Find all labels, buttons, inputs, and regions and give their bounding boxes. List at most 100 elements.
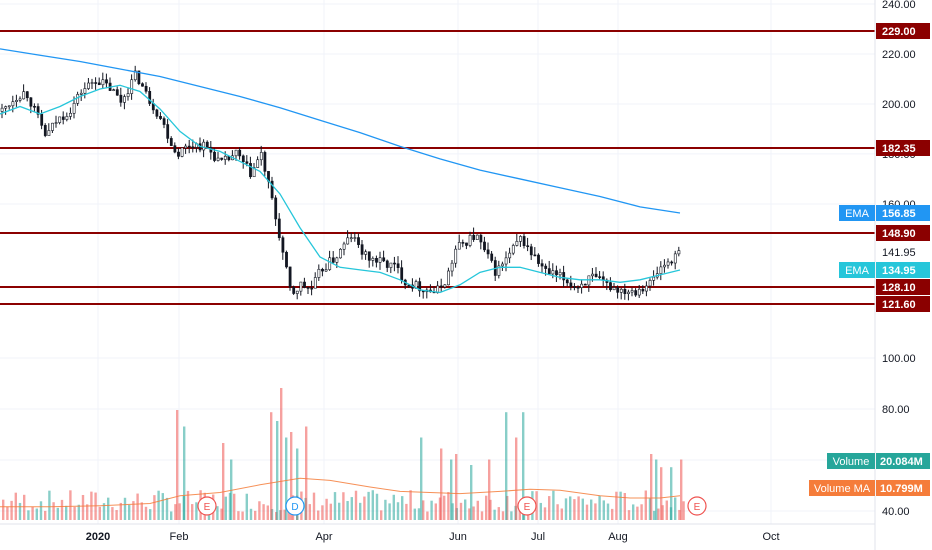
volume-bar bbox=[170, 511, 173, 520]
candle-body bbox=[479, 234, 483, 243]
candle-body bbox=[443, 284, 447, 288]
volume-bar bbox=[380, 510, 383, 520]
level-tag-label: 182.35 bbox=[882, 143, 916, 155]
volume-bar bbox=[590, 499, 593, 520]
candle-body bbox=[634, 290, 638, 296]
volume-bar bbox=[136, 493, 139, 520]
candle-body bbox=[576, 286, 580, 289]
ema-name-label: EMA bbox=[845, 208, 870, 220]
candle-body bbox=[562, 272, 566, 281]
volume-bar bbox=[644, 490, 647, 520]
price-axis[interactable]: 240.00220.00200.00180.00160.00100.0080.0… bbox=[882, 0, 916, 518]
candle-body bbox=[187, 145, 191, 148]
volume-bar bbox=[157, 490, 160, 520]
candle-body bbox=[29, 97, 33, 107]
volume-bar bbox=[581, 498, 584, 520]
volume-bar bbox=[594, 503, 597, 520]
candle-body bbox=[177, 151, 180, 157]
volume-bar bbox=[280, 388, 283, 520]
candle-body bbox=[353, 237, 357, 239]
volume-bar bbox=[476, 500, 479, 520]
volume-bar bbox=[254, 510, 257, 520]
volume-bar bbox=[650, 454, 653, 520]
volume-bar bbox=[680, 459, 683, 520]
candle-body bbox=[537, 254, 540, 264]
volume-bar bbox=[636, 506, 639, 520]
time-tick-label: Oct bbox=[762, 531, 779, 543]
level-tag bbox=[876, 225, 930, 241]
time-axis[interactable]: 2020 Feb Apr Jun Jul Aug Oct bbox=[86, 531, 780, 543]
volume-bar bbox=[44, 510, 47, 520]
volume-bar bbox=[501, 511, 505, 520]
volume-bar bbox=[60, 499, 64, 520]
event-marker bbox=[517, 496, 537, 516]
candle-body bbox=[619, 288, 623, 293]
candle-body bbox=[277, 218, 281, 238]
volume-bar bbox=[543, 507, 547, 520]
volume-bar bbox=[140, 502, 143, 520]
candle-body bbox=[583, 283, 587, 286]
volume-bar bbox=[450, 459, 453, 520]
volume-bar bbox=[2, 499, 5, 520]
volume-bar bbox=[102, 503, 106, 520]
ema-value-label: 134.95 bbox=[882, 265, 916, 277]
candle-body bbox=[331, 257, 335, 263]
time-tick-label: 2020 bbox=[86, 531, 110, 543]
volume-bar bbox=[443, 495, 446, 520]
candle-body bbox=[501, 263, 504, 267]
volume-bar bbox=[39, 501, 43, 520]
volume-bar bbox=[560, 508, 563, 520]
candle-body bbox=[454, 248, 458, 264]
candle-body bbox=[346, 237, 350, 245]
candle-body bbox=[234, 149, 238, 157]
volume-bar bbox=[459, 502, 463, 520]
candle-body bbox=[393, 262, 396, 265]
volume-name-label: Volume bbox=[833, 456, 870, 468]
candle-body bbox=[133, 70, 137, 81]
candle-body bbox=[205, 141, 209, 148]
volume-bar bbox=[548, 496, 551, 520]
volume-bar bbox=[174, 504, 177, 520]
volume-bar bbox=[6, 506, 9, 520]
candle-body bbox=[342, 243, 346, 250]
candle-body bbox=[47, 130, 51, 136]
level-tag-label: 229.00 bbox=[882, 26, 916, 38]
volume-bar bbox=[23, 494, 26, 520]
volume-value-tag bbox=[876, 480, 930, 496]
candle-body bbox=[36, 106, 40, 115]
candle-body bbox=[43, 125, 47, 136]
volume-bar bbox=[363, 496, 366, 520]
candle-body bbox=[591, 273, 594, 277]
volume-bar bbox=[31, 506, 34, 520]
candle-body bbox=[486, 249, 490, 255]
candle-body bbox=[162, 118, 166, 125]
volume-bar bbox=[69, 490, 72, 520]
volume-bar bbox=[317, 510, 320, 520]
candle-body bbox=[371, 258, 375, 261]
candle-body bbox=[609, 282, 612, 291]
volume-bar bbox=[569, 496, 572, 520]
volume-bar bbox=[258, 501, 261, 520]
volume-bar bbox=[661, 505, 664, 520]
volume-bar bbox=[611, 508, 614, 520]
horizontal-levels bbox=[0, 30, 875, 305]
volume-bar bbox=[216, 506, 219, 520]
candle-body bbox=[94, 82, 98, 84]
volume-bar bbox=[186, 490, 190, 520]
candle-body bbox=[216, 157, 220, 161]
candle-body bbox=[324, 269, 328, 272]
volume-bar bbox=[674, 497, 677, 520]
candle-body bbox=[382, 257, 386, 262]
grid bbox=[0, 0, 875, 524]
candle-body bbox=[623, 288, 627, 295]
volume-value-label: 10.799M bbox=[880, 483, 923, 495]
volume-bar bbox=[655, 459, 658, 520]
volume-bar bbox=[665, 500, 668, 520]
volume-bar bbox=[241, 511, 244, 520]
volume-bar bbox=[405, 503, 408, 520]
volume-bar bbox=[535, 491, 538, 520]
volume-bar bbox=[678, 509, 681, 520]
